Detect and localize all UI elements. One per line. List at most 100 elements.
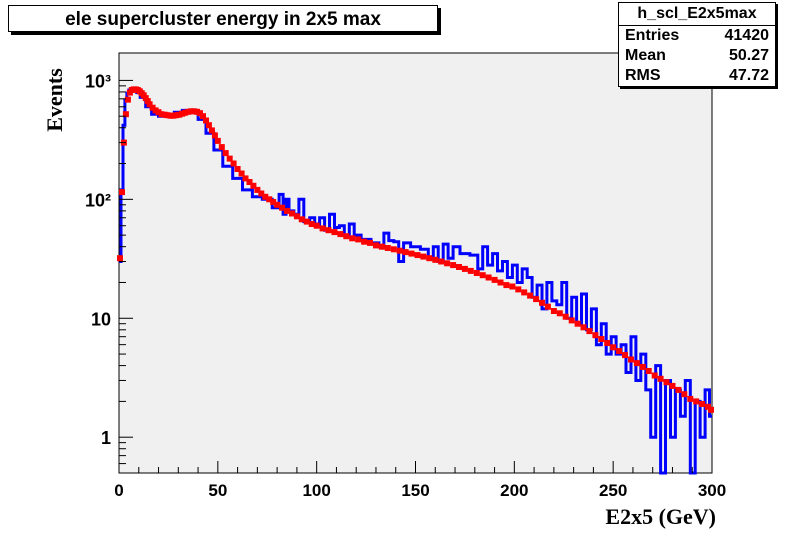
- axis-layer: 0 50 100 150 200 250 300 1 10 10² 10³: [85, 71, 726, 500]
- data-point: [515, 286, 522, 293]
- data-point: [461, 265, 468, 272]
- data-point: [533, 296, 540, 303]
- data-point: [313, 222, 320, 229]
- data-point: [687, 395, 694, 402]
- data-point: [527, 292, 534, 299]
- data-point: [361, 238, 368, 245]
- data-point: [708, 406, 714, 413]
- data-point: [250, 182, 257, 189]
- data-point: [378, 243, 385, 250]
- series-blue-histogram: [119, 87, 712, 475]
- y-tick-label: 1: [101, 428, 111, 448]
- data-point: [119, 189, 125, 196]
- stats-label: RMS: [625, 67, 661, 84]
- data-point: [651, 372, 658, 379]
- x-tick-label: 150: [401, 481, 429, 500]
- data-point: [331, 229, 338, 236]
- data-point: [616, 348, 623, 355]
- data-point: [414, 252, 421, 259]
- data-point: [467, 267, 474, 274]
- data-point: [274, 201, 281, 208]
- stats-histogram-name: h_scl_E2x5max: [619, 3, 775, 26]
- data-point: [426, 255, 433, 262]
- data-point: [367, 239, 373, 246]
- data-point: [289, 210, 295, 217]
- data-point: [218, 144, 225, 151]
- data-point: [598, 336, 605, 342]
- data-point: [293, 213, 300, 220]
- data-point: [303, 218, 310, 225]
- x-tick-label: 200: [500, 481, 528, 500]
- data-point: [633, 360, 640, 367]
- data-point: [396, 247, 403, 254]
- data-point: [242, 175, 249, 182]
- data-point: [521, 289, 528, 296]
- stats-box: h_scl_E2x5max Entries 41420 Mean 50.27 R…: [618, 2, 776, 87]
- data-point: [432, 256, 439, 263]
- y-axis-title: Events: [42, 68, 67, 132]
- data-point: [645, 368, 652, 374]
- plot-frame: [118, 52, 713, 474]
- data-point: [556, 310, 563, 317]
- x-tick-label: 0: [114, 481, 123, 500]
- data-point: [444, 260, 451, 267]
- x-tick-label: 300: [698, 481, 726, 500]
- x-axis-title: E2x5 (GeV): [605, 504, 716, 529]
- data-point: [384, 245, 391, 251]
- data-point: [355, 236, 362, 243]
- data-point: [503, 282, 510, 289]
- data-point: [568, 317, 575, 324]
- data-point: [592, 332, 599, 339]
- data-point: [262, 193, 269, 200]
- data-point: [390, 246, 397, 253]
- data-point: [438, 258, 445, 265]
- y-tick-label: 10²: [85, 190, 111, 210]
- stats-value: 41420: [724, 27, 770, 44]
- data-point: [230, 160, 237, 167]
- data-point: [562, 313, 569, 320]
- data-point: [349, 235, 356, 242]
- stats-value: 47.72: [728, 67, 769, 84]
- stats-label: Entries: [625, 27, 680, 44]
- data-point: [628, 356, 634, 363]
- data-point: [373, 242, 379, 249]
- stats-row-rms: RMS 47.72: [619, 66, 775, 86]
- data-point: [622, 352, 628, 359]
- y-tick-label: 10: [91, 309, 111, 329]
- data-point: [402, 249, 409, 256]
- data-point: [117, 255, 123, 262]
- data-point: [226, 155, 233, 162]
- data-point: [203, 117, 209, 124]
- stats-label: Mean: [625, 47, 666, 64]
- data-point: [211, 132, 218, 139]
- data-point: [205, 122, 212, 129]
- data-point: [258, 190, 265, 197]
- plot-title: ele supercluster energy in 2x5 max: [8, 5, 438, 32]
- stats-value: 50.27: [728, 47, 769, 64]
- data-point: [234, 166, 241, 172]
- data-point: [122, 111, 129, 118]
- data-point: [491, 276, 498, 283]
- data-point: [539, 299, 545, 306]
- data-point: [610, 344, 617, 351]
- data-point: [485, 274, 492, 281]
- data-point: [408, 250, 415, 257]
- x-tick-label: 250: [599, 481, 627, 500]
- data-point: [214, 137, 221, 144]
- series-layer: [117, 86, 714, 475]
- data-point: [574, 320, 581, 327]
- data-point: [580, 324, 587, 331]
- data-point: [456, 264, 462, 270]
- data-point: [639, 363, 646, 370]
- data-point: [337, 231, 344, 238]
- x-tick-label: 100: [302, 481, 330, 500]
- data-point: [208, 127, 215, 134]
- data-point: [693, 398, 700, 405]
- stats-row-entries: Entries 41420: [619, 26, 775, 46]
- data-point: [450, 262, 457, 269]
- x-tick-label: 50: [208, 481, 227, 500]
- data-point: [254, 186, 261, 193]
- data-point: [308, 221, 315, 227]
- data-point: [663, 379, 670, 386]
